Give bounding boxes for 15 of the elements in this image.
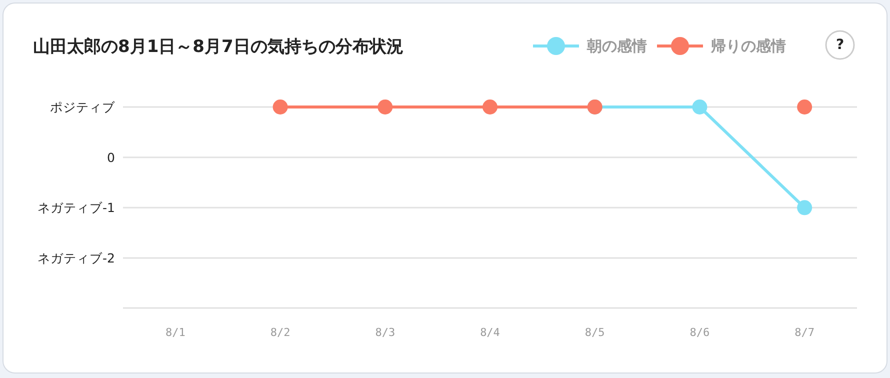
legend-label: 朝の感情 bbox=[586, 37, 647, 55]
x-tick-label: 8/4 bbox=[480, 326, 500, 339]
ref-line-label: ネガティブ-1 bbox=[38, 200, 115, 216]
x-tick-label: 8/5 bbox=[584, 326, 605, 339]
x-tick-label: 8/6 bbox=[690, 326, 710, 339]
ref-line-label: ポジティブ bbox=[50, 100, 116, 114]
x-tick-label: 8/3 bbox=[375, 326, 396, 339]
ref-line-label: ネガティブ-2 bbox=[38, 250, 115, 266]
x-tick-label: 8/2 bbox=[270, 326, 290, 339]
help-button: ? bbox=[825, 30, 855, 60]
x-tick-label: 8/1 bbox=[165, 326, 186, 339]
legend-label: 帰りの感情 bbox=[710, 37, 786, 55]
x-tick-label: 8/7 bbox=[794, 326, 815, 339]
ref-line-label: 0 bbox=[107, 150, 116, 165]
chart-title: 山田太郎の8月1日～8月7日の気持ちの分布状況 bbox=[33, 37, 404, 57]
